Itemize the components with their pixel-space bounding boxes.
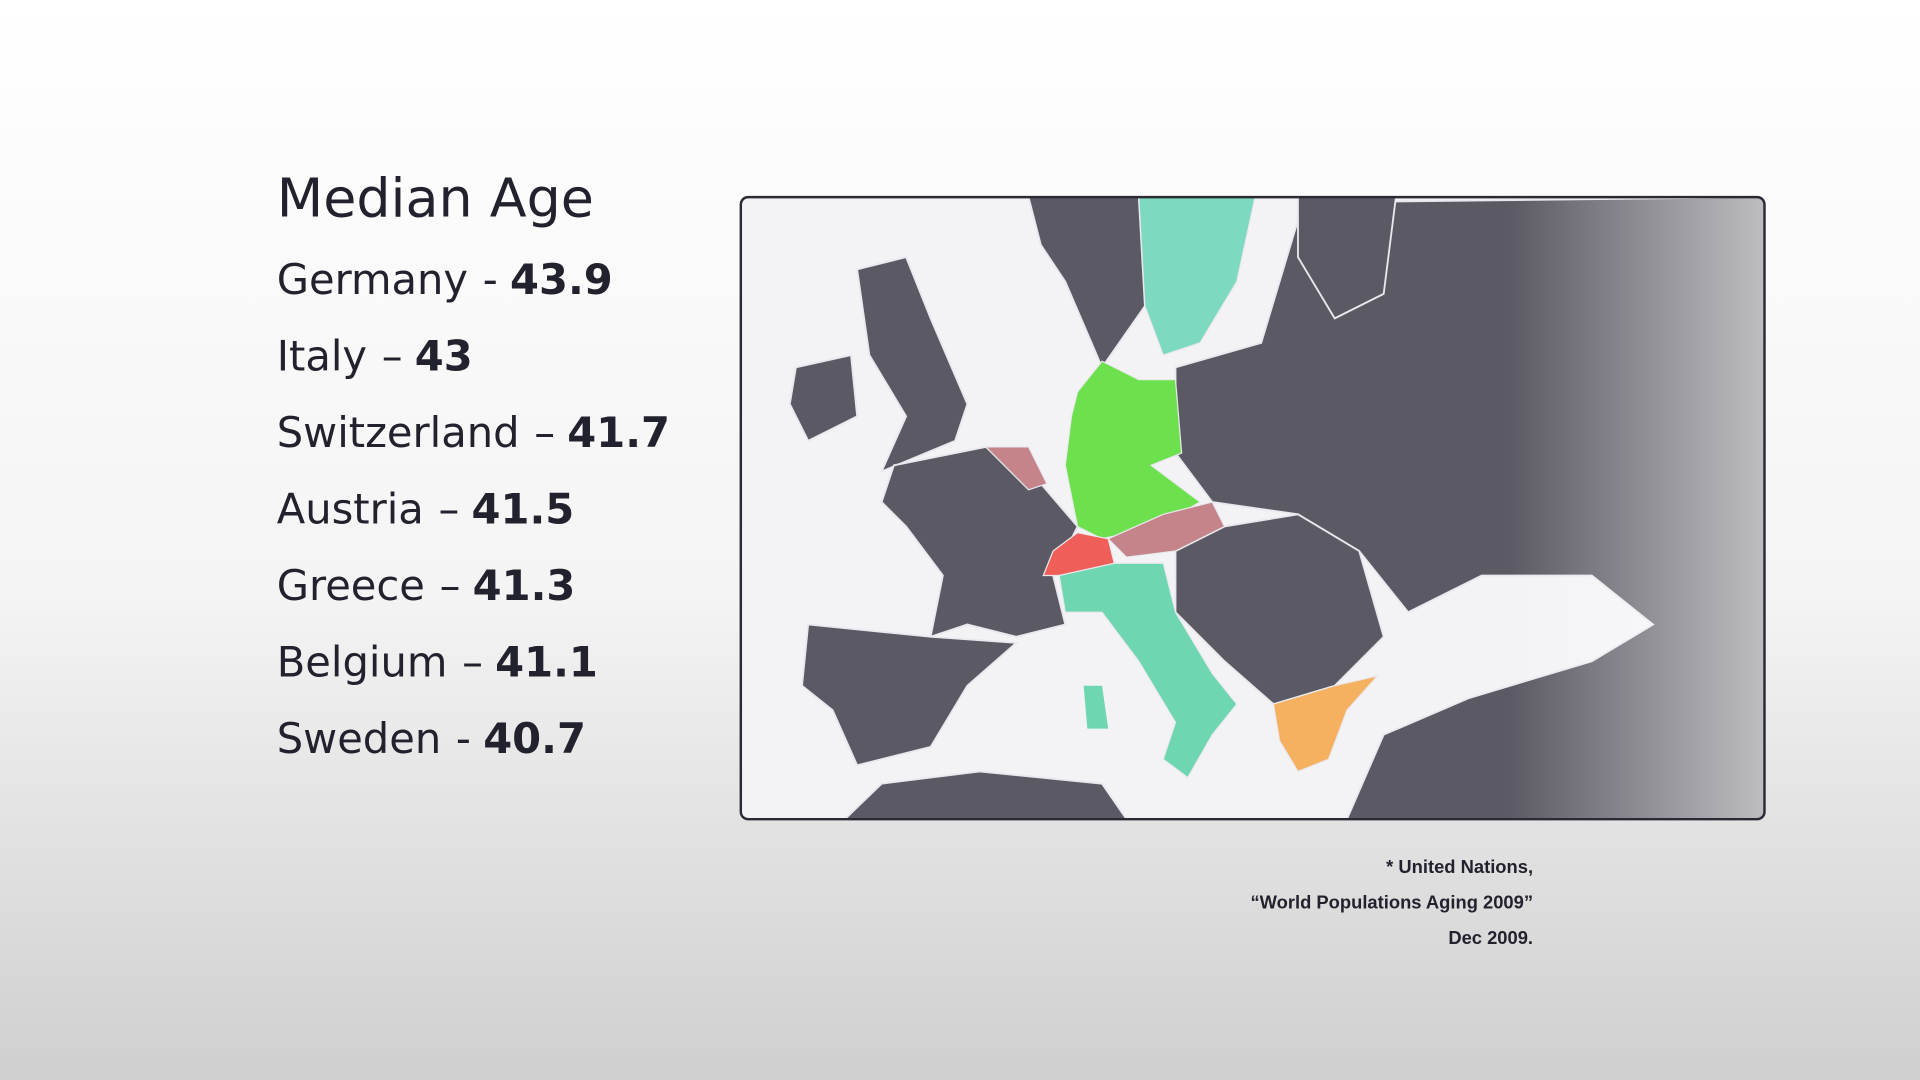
map-fade bbox=[740, 197, 1765, 820]
title: Median Age bbox=[277, 167, 594, 230]
median-age: 41.1 bbox=[495, 638, 598, 687]
median-age: 41.7 bbox=[567, 408, 670, 457]
separator: - bbox=[483, 255, 498, 304]
country: Germany bbox=[277, 255, 468, 304]
country: Sweden bbox=[277, 714, 442, 763]
age-row: Switzerland –41.7 bbox=[277, 408, 670, 457]
age-row: Italy –43 bbox=[277, 331, 473, 380]
median-age: 40.7 bbox=[483, 714, 586, 763]
map bbox=[740, 197, 1765, 820]
age-row: Sweden -40.7 bbox=[277, 714, 586, 763]
age-row: Greece –41.3 bbox=[277, 561, 576, 610]
map-frame bbox=[739, 195, 1766, 821]
age-row: Belgium –41.1 bbox=[277, 638, 598, 687]
source-line: Dec 2009. bbox=[1448, 927, 1533, 948]
age-row: Germany -43.9 bbox=[277, 255, 613, 304]
country: Switzerland bbox=[277, 408, 520, 457]
median-age: 41.5 bbox=[472, 484, 575, 533]
separator: – bbox=[462, 638, 483, 687]
separator: – bbox=[534, 408, 555, 457]
median-age: 41.3 bbox=[473, 561, 576, 610]
median-age: 43.9 bbox=[510, 255, 613, 304]
source-line: “World Populations Aging 2009” bbox=[1250, 892, 1533, 913]
age-row: Austria –41.5 bbox=[277, 484, 575, 533]
separator: - bbox=[456, 714, 471, 763]
source-line: * United Nations, bbox=[1386, 856, 1533, 877]
source-note: * United Nations, “World Populations Agin… bbox=[1250, 856, 1533, 948]
separator: – bbox=[440, 561, 461, 610]
country: Greece bbox=[277, 561, 425, 610]
country: Belgium bbox=[277, 638, 448, 687]
country: Austria bbox=[277, 484, 424, 533]
separator: – bbox=[382, 331, 403, 380]
median-age: 43 bbox=[415, 331, 473, 380]
country: Italy bbox=[277, 331, 367, 380]
separator: – bbox=[438, 484, 459, 533]
